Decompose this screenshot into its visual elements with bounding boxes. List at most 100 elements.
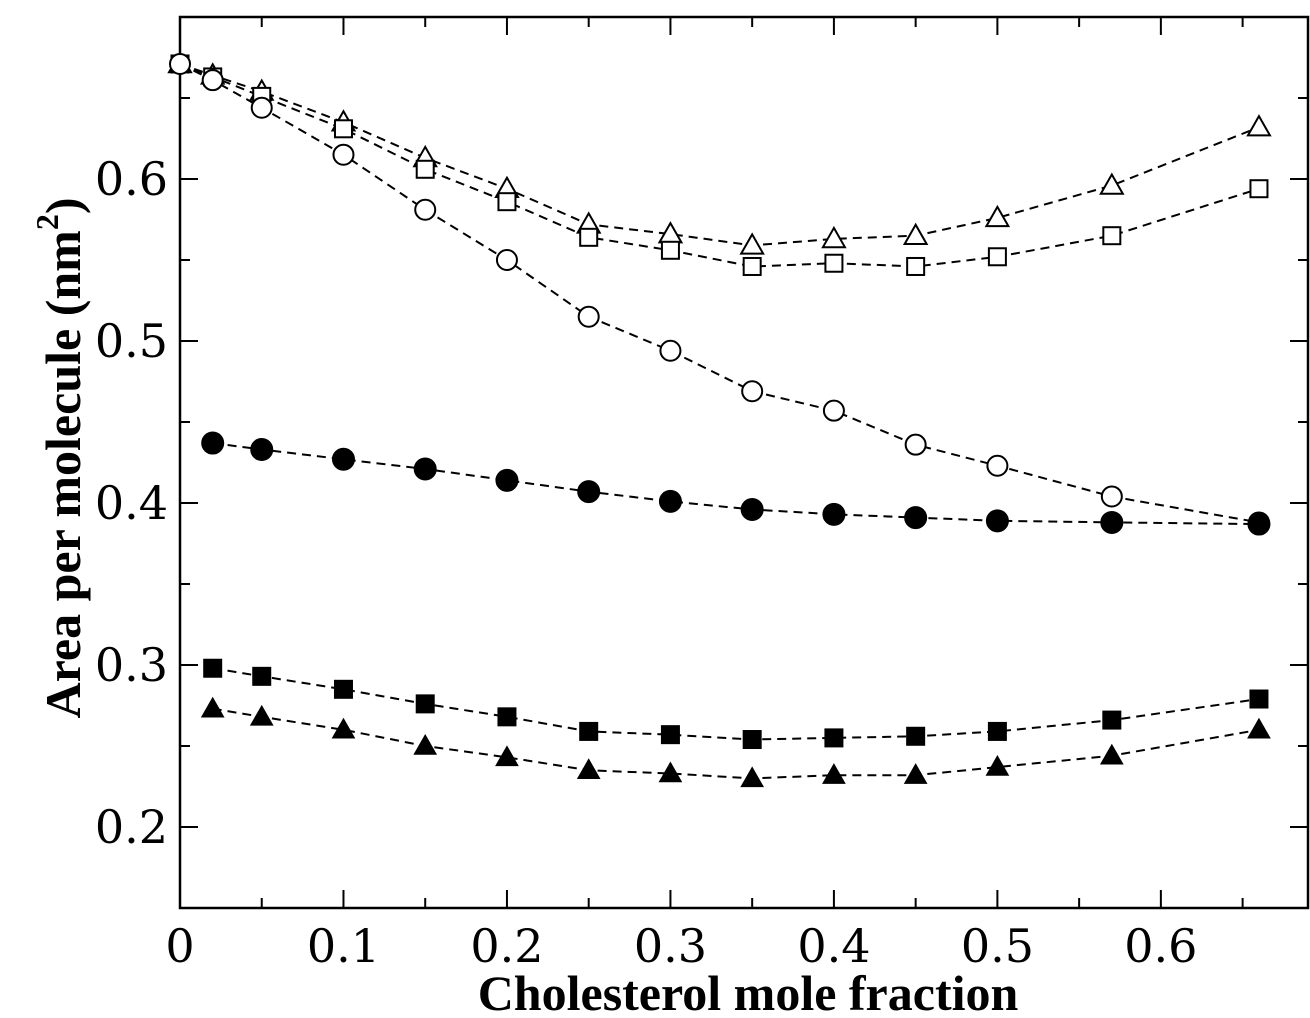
y-tick-label: 0.5 xyxy=(95,314,168,368)
data-point-open-square xyxy=(824,253,844,273)
data-point-open-square xyxy=(333,119,353,139)
series-markers-open-square xyxy=(170,54,1269,276)
data-point-filled-circle xyxy=(904,506,928,530)
data-point-open-square xyxy=(906,256,926,276)
plot-frame xyxy=(178,15,1310,910)
series-markers-filled-triangle xyxy=(200,696,1271,788)
data-point-filled-circle xyxy=(822,502,846,526)
y-axis-title-close: ) xyxy=(35,198,91,215)
data-point-filled-square xyxy=(497,707,517,727)
data-point-filled-square xyxy=(742,730,762,750)
data-point-open-circle xyxy=(414,198,437,221)
y-axis-title: Area per molecule (nm2) xyxy=(29,198,91,719)
series-markers-filled-circle xyxy=(201,431,1271,536)
data-point-filled-square xyxy=(660,725,680,745)
data-point-filled-triangle xyxy=(1247,717,1271,739)
data-point-filled-square xyxy=(579,721,599,741)
y-tick-label: 0.6 xyxy=(95,152,168,206)
data-point-open-square xyxy=(1249,179,1269,199)
x-tick-label: 0.3 xyxy=(634,919,707,973)
data-point-open-triangle xyxy=(821,225,847,249)
data-point-filled-circle xyxy=(250,438,274,462)
data-point-filled-triangle xyxy=(1099,743,1124,765)
data-point-filled-triangle xyxy=(413,733,438,755)
axis-ticks xyxy=(179,16,1308,909)
data-point-filled-square xyxy=(252,666,272,686)
data-point-open-circle xyxy=(659,339,682,362)
data-point-open-circle xyxy=(332,143,355,166)
x-tick-labels: 0 0.1 0.2 0.3 0.4 0.5 0.6 xyxy=(165,919,1197,973)
data-point-open-circle xyxy=(741,380,764,403)
y-tick-label: 0.2 xyxy=(95,800,168,854)
data-point-filled-circle xyxy=(413,457,437,481)
y-tick-label: 0.3 xyxy=(95,638,168,692)
data-point-filled-triangle xyxy=(658,761,683,783)
data-point-open-circle xyxy=(201,69,224,92)
data-point-filled-triangle xyxy=(249,704,274,726)
x-axis-title: Cholesterol mole fraction xyxy=(478,965,1019,1018)
data-point-filled-square xyxy=(333,679,353,699)
data-point-filled-square xyxy=(415,694,435,714)
data-point-filled-circle xyxy=(331,447,355,471)
series-line-filled-circle xyxy=(212,442,1260,526)
data-point-open-triangle xyxy=(1099,172,1125,195)
data-point-filled-circle xyxy=(1100,510,1124,534)
x-tick-label: 0.6 xyxy=(1124,919,1197,973)
data-point-open-triangle xyxy=(902,222,929,245)
data-point-filled-triangle xyxy=(200,696,225,718)
data-point-open-triangle xyxy=(984,204,1011,228)
y-axis-title-main: Area per molecule (nm xyxy=(35,230,91,718)
data-point-open-circle xyxy=(904,433,927,456)
data-point-filled-square xyxy=(824,728,844,748)
data-point-open-circle xyxy=(169,52,191,75)
data-point-filled-circle xyxy=(1247,512,1271,536)
data-point-open-square xyxy=(987,247,1007,267)
x-tick-label: 0.4 xyxy=(797,919,870,973)
data-point-filled-circle xyxy=(985,509,1009,533)
data-point-open-circle xyxy=(822,399,845,422)
data-point-open-square xyxy=(660,240,680,260)
data-point-filled-triangle xyxy=(822,763,846,784)
data-point-open-circle xyxy=(986,454,1009,477)
data-point-open-square xyxy=(579,227,599,247)
series-markers-open-circle xyxy=(169,52,1270,534)
series-line-filled-triangle xyxy=(212,707,1260,780)
data-point-filled-circle xyxy=(740,497,764,521)
data-point-filled-triangle xyxy=(331,717,356,739)
data-point-filled-square xyxy=(987,721,1007,741)
data-point-filled-triangle xyxy=(576,758,601,780)
data-point-open-triangle xyxy=(739,232,765,255)
series-line-filled-square xyxy=(212,667,1260,741)
data-point-filled-square xyxy=(1102,710,1122,730)
data-point-open-triangle xyxy=(1246,114,1272,137)
x-tick-label: 0.5 xyxy=(961,919,1034,973)
y-tick-labels: 0.2 0.3 0.4 0.5 0.6 xyxy=(95,152,168,854)
data-point-filled-triangle xyxy=(740,766,765,788)
data-point-open-circle xyxy=(250,96,273,119)
series-line-open-triangle xyxy=(179,63,1260,247)
data-point-open-square xyxy=(742,256,762,276)
data-point-open-circle xyxy=(577,305,600,328)
series-markers xyxy=(167,50,1272,788)
series-line-open-square xyxy=(179,63,1260,268)
data-point-open-square xyxy=(497,192,517,212)
series-markers-filled-square xyxy=(203,658,1269,750)
y-tick-label: 0.4 xyxy=(95,476,168,530)
data-point-open-circle xyxy=(495,249,518,271)
data-point-filled-triangle xyxy=(903,763,928,784)
series-line-open-circle xyxy=(179,63,1260,524)
data-point-filled-square xyxy=(1249,689,1269,709)
data-point-open-circle xyxy=(1100,485,1123,508)
data-point-open-square xyxy=(415,159,435,179)
x-tick-label: 0.1 xyxy=(307,919,380,973)
data-point-filled-square xyxy=(906,726,926,746)
data-point-filled-triangle xyxy=(985,755,1010,776)
data-point-filled-circle xyxy=(577,480,601,504)
x-tick-label: 0.2 xyxy=(470,919,543,973)
data-point-open-square xyxy=(1102,226,1122,246)
data-point-filled-circle xyxy=(201,431,225,455)
x-tick-label: 0 xyxy=(165,919,194,973)
data-point-filled-circle xyxy=(658,489,682,513)
data-point-filled-circle xyxy=(495,468,519,492)
